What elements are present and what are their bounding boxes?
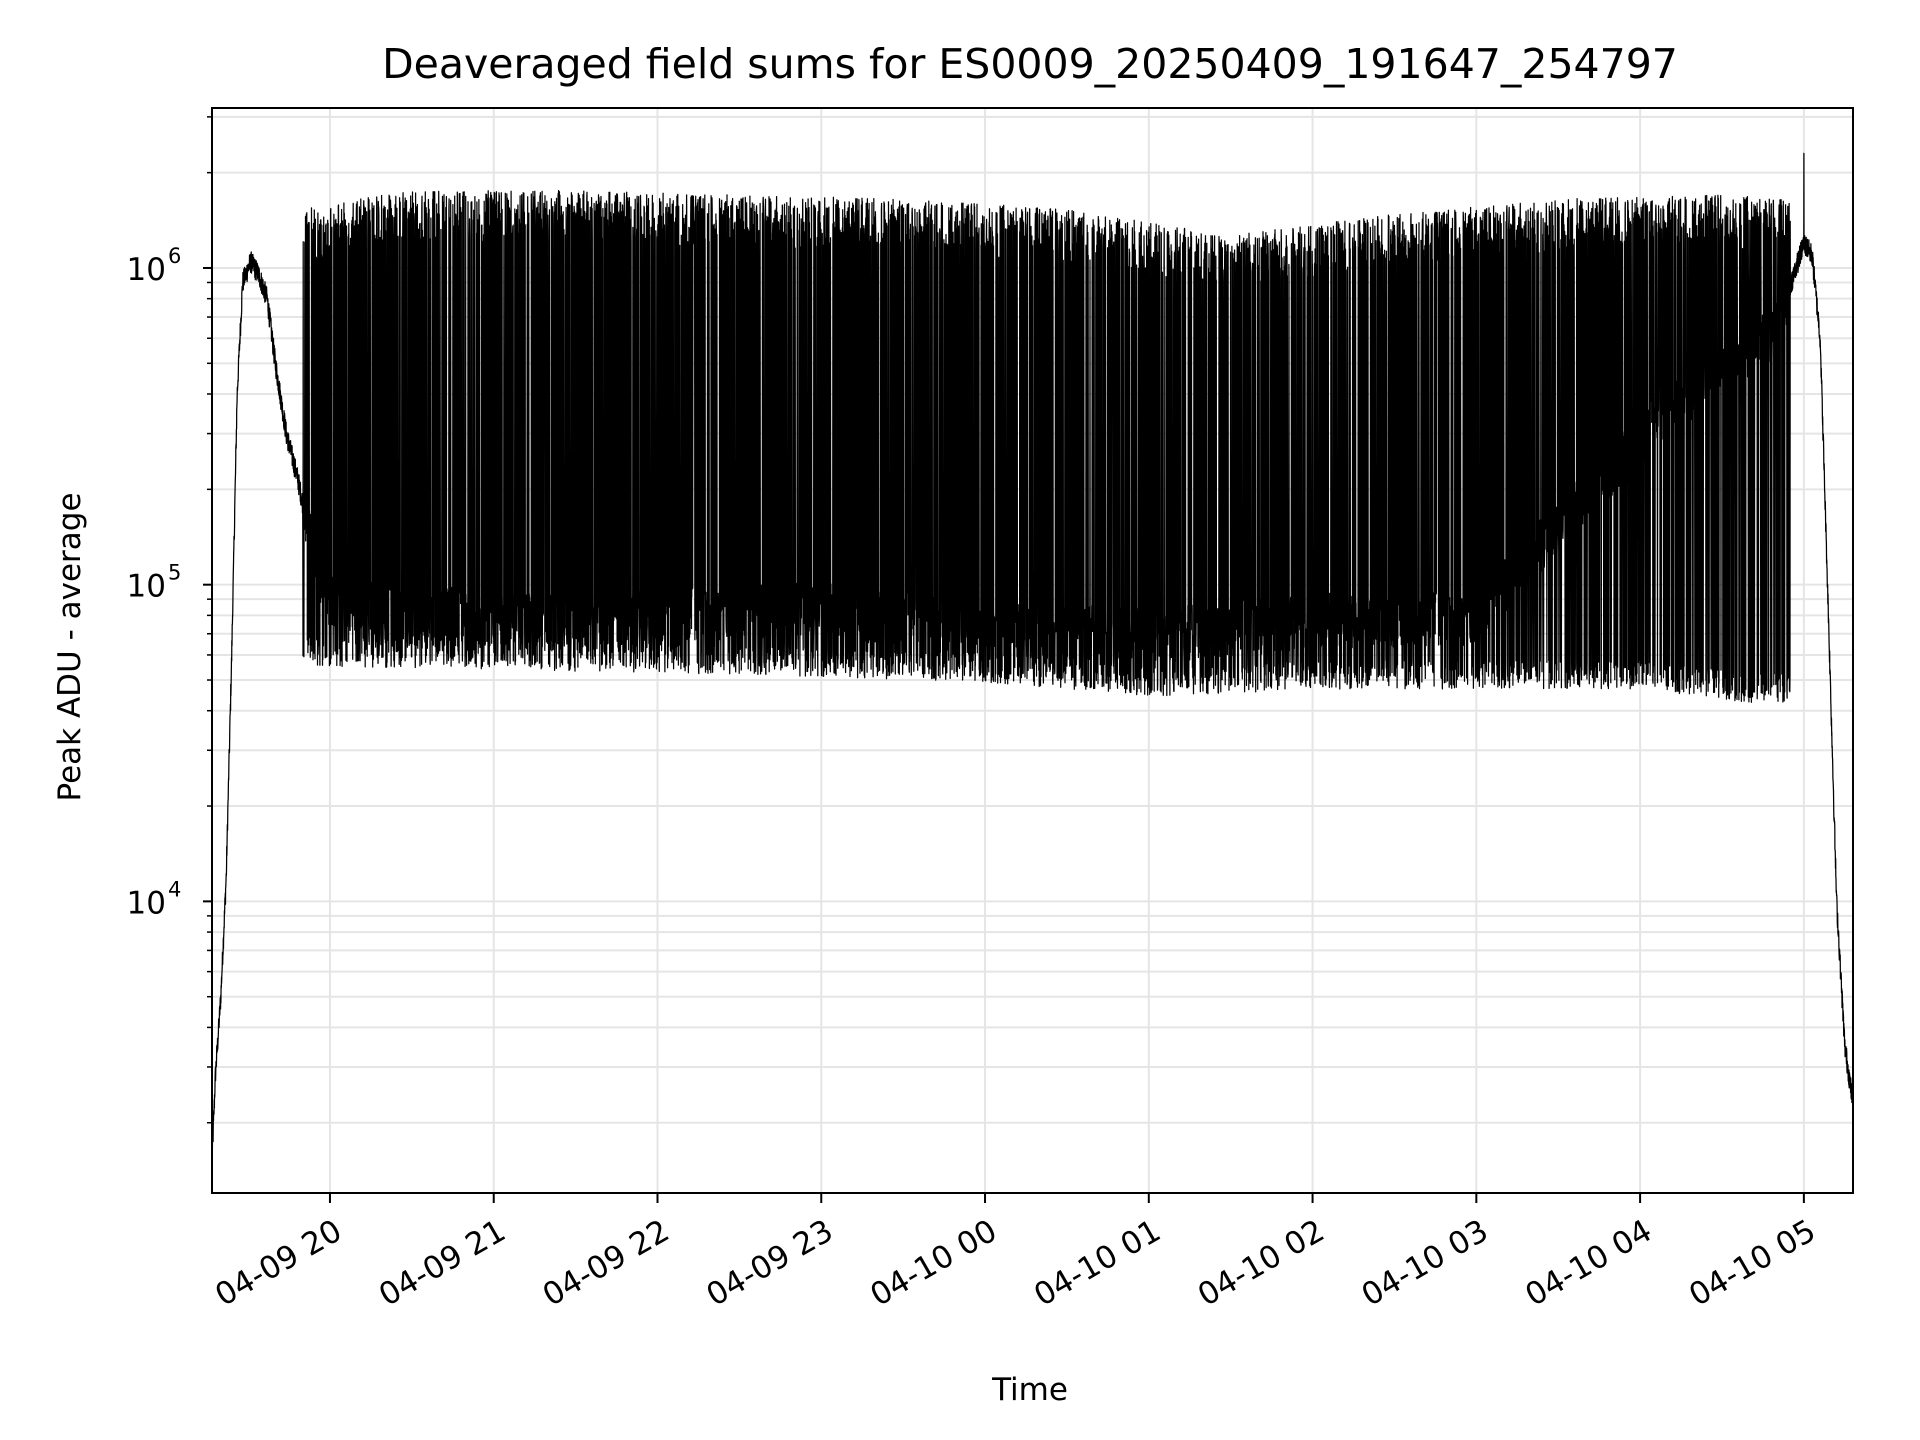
y-axis-title: Peak ADU - average [52,492,88,801]
y-tick-label: 10 [127,569,166,605]
plot-data [211,152,1854,1163]
y-tick-exponent: 4 [168,877,181,901]
chart-title: Deaveraged field sums for ES0009_2025040… [382,40,1678,88]
plot-frame [211,107,1854,1194]
y-tick-label: 10 [127,252,166,288]
y-tick-label: 10 [127,885,166,921]
x-axis-title: Time [991,1372,1068,1408]
y-tick-exponent: 5 [168,561,181,585]
y-tick-exponent: 6 [168,244,181,268]
series-line [211,152,1854,1163]
